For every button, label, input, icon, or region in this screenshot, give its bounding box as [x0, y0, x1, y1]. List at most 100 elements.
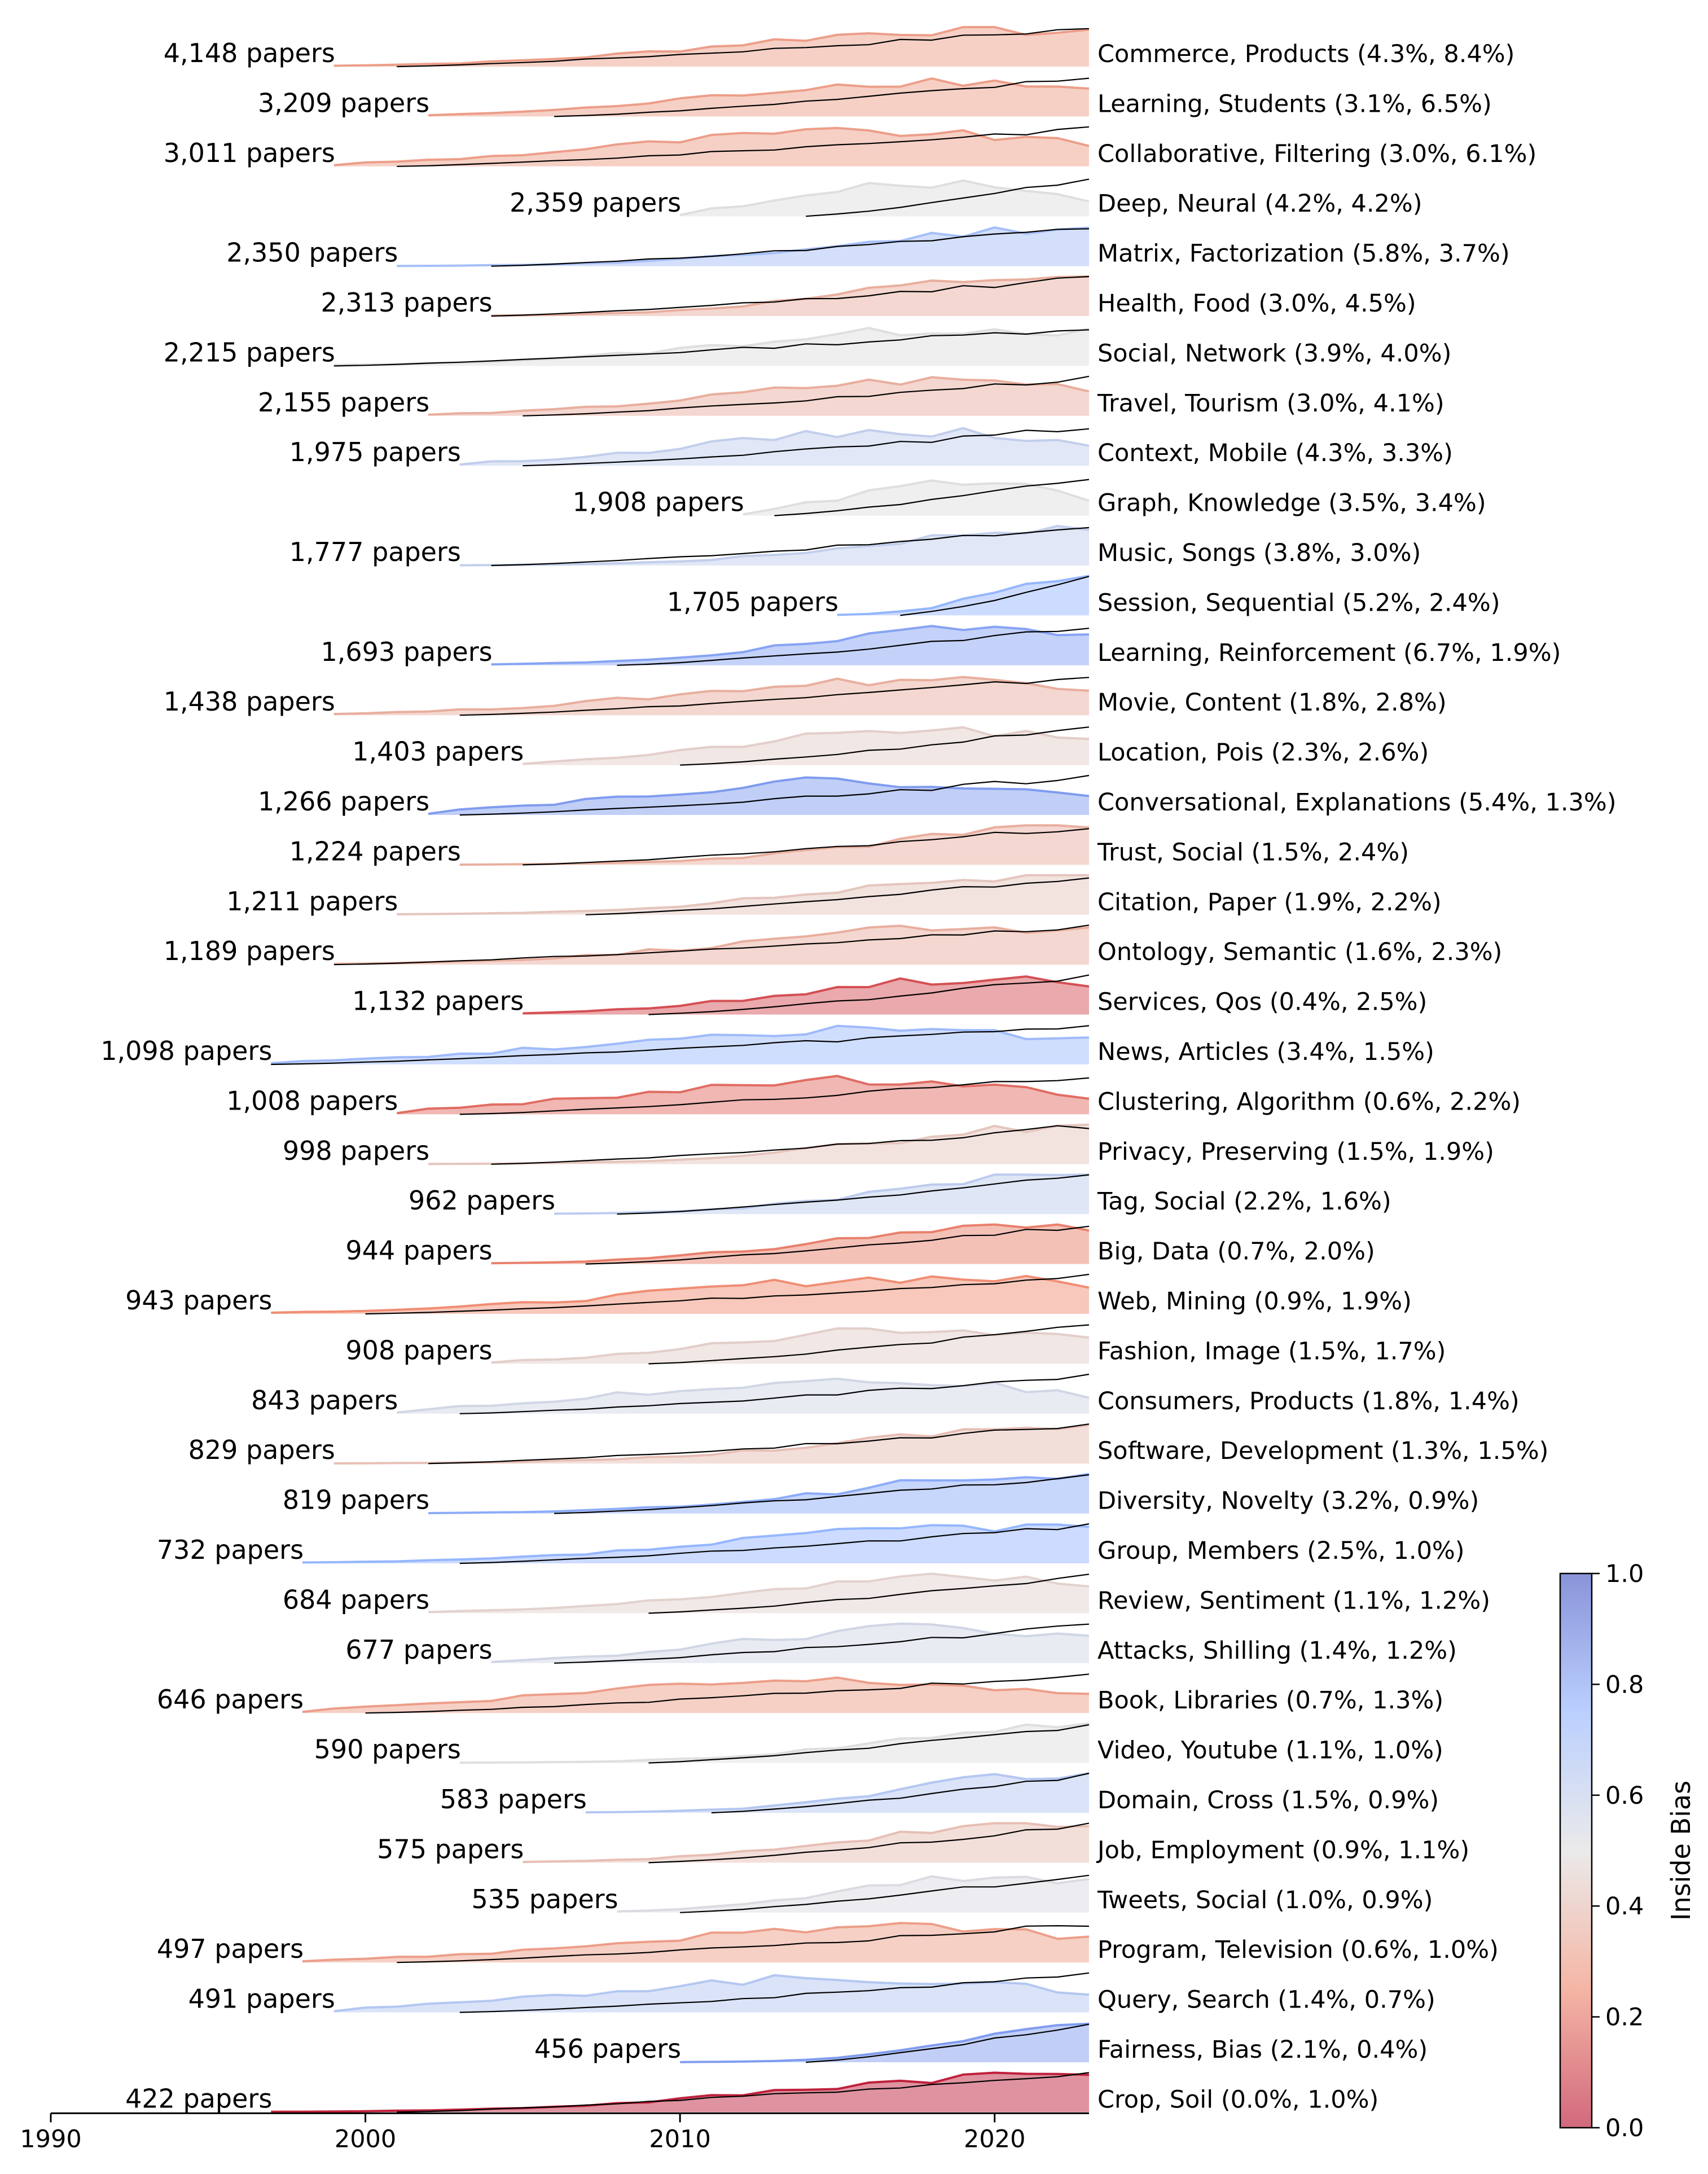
topic-label: Clustering, Algorithm (0.6%, 2.2%): [1097, 1088, 1521, 1116]
topic-label: Program, Television (0.6%, 1.0%): [1097, 1936, 1499, 1964]
ridge-38: 497 papers Program, Television (0.6%, 1.0…: [157, 1923, 1499, 1964]
ridge-22: 998 papers Privacy, Preserving (1.5%, 1.9…: [283, 1125, 1494, 1166]
ridge-area: [586, 1773, 1089, 1813]
x-axis: 1990 2000 2010 2020: [20, 2113, 1089, 2153]
ridge-4: 2,350 papers Matrix, Factorization (5.8%,…: [226, 227, 1509, 268]
papers-label: 422 papers: [125, 2083, 272, 2114]
colorbar-tick-label: 0.2: [1605, 2004, 1644, 2032]
ridge-14: 1,403 papers Location, Pois (2.3%, 2.6%): [352, 727, 1429, 766]
topic-label: Social, Network (3.9%, 4.0%): [1097, 339, 1451, 367]
colorbar-gradient: [1560, 1573, 1592, 2128]
ridge-18: 1,189 papers Ontology, Semantic (1.6%, 2.…: [164, 925, 1503, 966]
colorbar-tick-label: 0.4: [1605, 1892, 1644, 1921]
ridge-3: 2,359 papers Deep, Neural (4.2%, 4.2%): [510, 179, 1422, 218]
ridge-1: 3,209 papers Learning, Students (3.1%, 6.…: [258, 78, 1492, 119]
topic-label: Graph, Knowledge (3.5%, 3.4%): [1097, 489, 1486, 518]
papers-label: 1,693 papers: [321, 637, 493, 667]
topic-label: Attacks, Shilling (1.4%, 1.2%): [1097, 1637, 1457, 1665]
papers-label: 684 papers: [283, 1584, 429, 1615]
papers-label: 677 papers: [345, 1634, 492, 1665]
ridge-area: [334, 926, 1089, 965]
ridge-5: 2,313 papers Health, Food (3.0%, 4.5%): [321, 277, 1416, 318]
ridge-23: 962 papers Tag, Social (2.2%, 1.6%): [409, 1174, 1391, 1216]
papers-label: 2,359 papers: [510, 187, 681, 218]
papers-label: 943 papers: [125, 1285, 272, 1316]
topic-label: Tag, Social (2.2%, 1.6%): [1097, 1187, 1391, 1216]
colorbar-tick-label: 0.8: [1605, 1671, 1644, 1699]
papers-label: 491 papers: [188, 1984, 335, 2014]
topic-label: Review, Sentiment (1.1%, 1.2%): [1097, 1586, 1490, 1615]
ridge-36: 575 papers Job, Employment (0.9%, 1.1%): [377, 1823, 1469, 1864]
topic-label: Tweets, Social (1.0%, 0.9%): [1097, 1886, 1433, 1914]
ridge-area: [397, 1076, 1089, 1114]
ridge-24: 944 papers Big, Data (0.7%, 2.0%): [345, 1225, 1375, 1266]
topic-label: Deep, Neural (4.2%, 4.2%): [1097, 190, 1422, 218]
papers-label: 646 papers: [157, 1684, 304, 1715]
topic-label: Group, Members (2.5%, 1.0%): [1097, 1537, 1465, 1565]
papers-label: 3,209 papers: [258, 87, 429, 118]
ridge-39: 491 papers Query, Search (1.4%, 0.7%): [188, 1973, 1435, 2014]
colorbar-tick-label: 1.0: [1605, 1560, 1644, 1588]
ridge-area: [428, 1125, 1089, 1164]
colorbar-label: Inside Bias: [1666, 1781, 1696, 1921]
topic-label: Crop, Soil (0.0%, 1.0%): [1097, 2085, 1378, 2114]
ridge-area: [617, 1877, 1089, 1913]
papers-label: 2,350 papers: [226, 238, 398, 268]
papers-label: 1,189 papers: [164, 936, 335, 966]
topic-label: Music, Songs (3.8%, 3.0%): [1097, 539, 1421, 567]
ridge-7: 2,155 papers Travel, Tourism (3.0%, 4.1%): [258, 376, 1444, 418]
ridge-37: 535 papers Tweets, Social (1.0%, 0.9%): [471, 1875, 1433, 1914]
ridge-13: 1,438 papers Movie, Content (1.8%, 2.8%): [164, 677, 1447, 717]
ridge-31: 684 papers Review, Sentiment (1.1%, 1.2%): [283, 1573, 1490, 1615]
ridge-16: 1,224 papers Trust, Social (1.5%, 2.4%): [289, 825, 1409, 866]
topic-label: News, Articles (3.4%, 1.5%): [1097, 1038, 1434, 1066]
topic-label: Video, Youtube (1.1%, 1.0%): [1097, 1737, 1443, 1765]
ridge-29: 819 papers Diversity, Novelty (3.2%, 0.9%…: [283, 1474, 1479, 1515]
ridge-21: 1,008 papers Clustering, Algorithm (0.6%,…: [226, 1076, 1521, 1116]
ridge-area: [460, 1724, 1089, 1763]
ridge-9: 1,908 papers Graph, Knowledge (3.5%, 3.4%…: [573, 480, 1486, 518]
topic-label: Health, Food (3.0%, 4.5%): [1097, 290, 1416, 318]
topic-label: Big, Data (0.7%, 2.0%): [1097, 1238, 1375, 1266]
topic-label: Book, Libraries (0.7%, 1.3%): [1097, 1686, 1443, 1715]
papers-label: 497 papers: [157, 1934, 304, 1964]
papers-label: 998 papers: [283, 1136, 429, 1166]
topic-label: Travel, Tourism (3.0%, 4.1%): [1097, 389, 1444, 418]
topic-label: Services, Qos (0.4%, 2.5%): [1097, 988, 1427, 1016]
colorbar: 0.0 0.2 0.4 0.6 0.8 1.0 Inside Bias: [1560, 1560, 1696, 2142]
topic-label: Web, Mining (0.9%, 1.9%): [1097, 1287, 1412, 1316]
ridge-27: 843 papers Consumers, Products (1.8%, 1.4…: [251, 1374, 1520, 1415]
ridge-area: [428, 778, 1089, 816]
ridge-6: 2,215 papers Social, Network (3.9%, 4.0%): [164, 328, 1452, 367]
ridge-11: 1,705 papers Session, Sequential (5.2%, 2…: [667, 576, 1500, 617]
ridge-area: [680, 181, 1089, 216]
topic-label: Ontology, Semantic (1.6%, 2.3%): [1097, 938, 1502, 966]
ridge-40: 456 papers Fairness, Bias (2.1%, 0.4%): [534, 2024, 1428, 2064]
x-tick-label: 2020: [964, 2125, 1025, 2153]
ridges-group: 4,148 papers Commerce, Products (4.3%, 8.…: [100, 27, 1616, 2114]
topic-label: Privacy, Preserving (1.5%, 1.9%): [1097, 1138, 1494, 1166]
x-tick-label: 1990: [20, 2125, 81, 2153]
papers-label: 575 papers: [377, 1834, 524, 1864]
ridge-area: [271, 1276, 1089, 1314]
ridge-area: [334, 1425, 1089, 1463]
papers-label: 2,155 papers: [258, 387, 429, 418]
ridge-41: 422 papers Crop, Soil (0.0%, 1.0%): [125, 2072, 1378, 2114]
papers-label: 1,008 papers: [226, 1085, 398, 1116]
papers-label: 1,777 papers: [289, 537, 461, 567]
papers-label: 732 papers: [157, 1535, 304, 1565]
ridge-17: 1,211 papers Citation, Paper (1.9%, 2.2%): [226, 875, 1441, 917]
topic-label: Software, Development (1.3%, 1.5%): [1097, 1437, 1548, 1465]
topic-label: Fairness, Bias (2.1%, 0.4%): [1097, 2036, 1428, 2064]
x-tick-label: 2000: [335, 2125, 396, 2153]
topic-label: Session, Sequential (5.2%, 2.4%): [1097, 589, 1500, 617]
ridge-30: 732 papers Group, Members (2.5%, 1.0%): [157, 1524, 1465, 1565]
topic-label: Matrix, Factorization (5.8%, 3.7%): [1097, 240, 1510, 268]
papers-label: 1,705 papers: [667, 586, 838, 617]
ridge-35: 583 papers Domain, Cross (1.5%, 0.9%): [440, 1773, 1439, 1814]
papers-label: 2,215 papers: [164, 337, 335, 367]
colorbar-tick-label: 0.0: [1605, 2114, 1644, 2142]
papers-label: 1,266 papers: [258, 786, 429, 817]
topic-label: Location, Pois (2.3%, 2.6%): [1097, 739, 1429, 767]
topic-label: Context, Mobile (4.3%, 3.3%): [1097, 439, 1453, 467]
